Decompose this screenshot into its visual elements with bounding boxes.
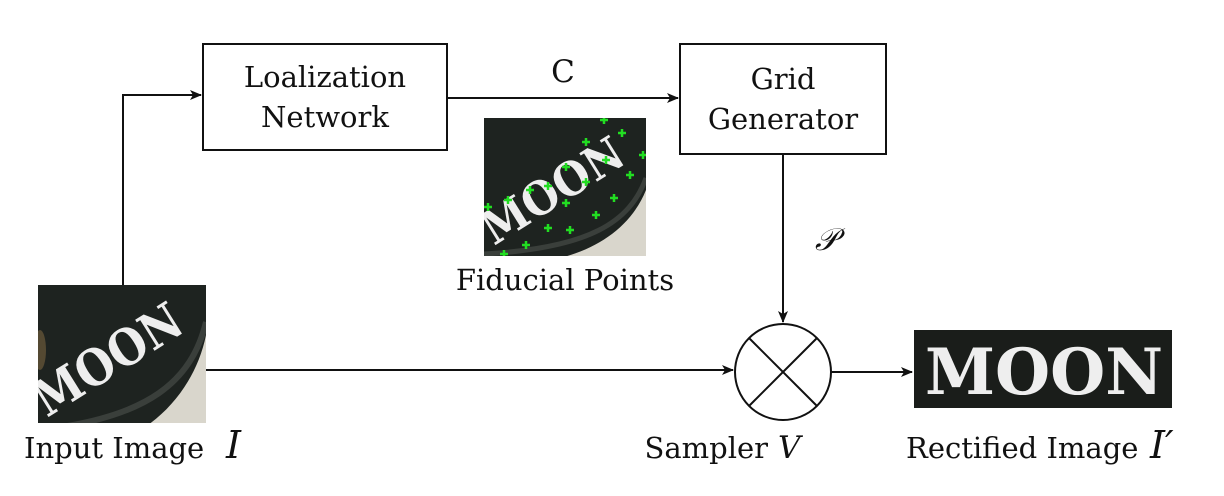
rectified-image-photo: MOON (914, 330, 1172, 410)
fiducial-points-label: Fiducial Points (456, 263, 674, 297)
fiducial-marker (522, 241, 530, 249)
rectified-image-symbol: I′ (1149, 423, 1174, 467)
fiducial-marker (544, 182, 552, 190)
localization-network-label-line1: Loalization (244, 60, 406, 94)
arrow-input-to-localization (122, 90, 202, 285)
fiducial-marker (562, 163, 570, 171)
fiducial-marker (582, 178, 590, 186)
grid-generator-node: Grid Generator (679, 43, 887, 155)
fiducial-marker (600, 118, 608, 124)
localization-network-label-line2: Network (261, 100, 389, 134)
fiducial-markers (484, 118, 646, 256)
localization-network-node: Loalization Network (202, 43, 448, 151)
sampler-symbol: V (778, 430, 804, 466)
grid-generator-label-line1: Grid (751, 62, 816, 96)
edge-label-p: 𝒫 (815, 222, 846, 258)
input-image-label: Input Image (24, 431, 204, 465)
fiducial-marker (582, 138, 590, 146)
fiducial-marker (544, 224, 552, 232)
rectified-image-label: Rectified Image (906, 431, 1138, 465)
fiducial-marker (526, 186, 534, 194)
fiducial-marker (562, 199, 570, 207)
grid-generator-label-line2: Generator (708, 102, 858, 136)
edge-label-c: C (551, 54, 575, 90)
fiducial-points-photo: MOON (484, 118, 646, 256)
fiducial-marker (504, 196, 512, 204)
sampler-label-text: Sampler (644, 431, 768, 465)
fiducial-marker (626, 171, 634, 179)
sampler-node (734, 323, 832, 421)
fiducial-marker (639, 151, 646, 159)
fiducial-marker (566, 226, 574, 234)
fiducial-marker (500, 250, 508, 256)
rectified-image-word: MOON (925, 335, 1163, 410)
input-image-symbol: I (225, 423, 242, 467)
fiducial-marker (592, 211, 600, 219)
input-image-photo: MOON (38, 285, 206, 423)
fiducial-marker (610, 194, 618, 202)
fiducial-marker (618, 129, 626, 137)
fiducial-marker (484, 203, 492, 211)
fiducial-marker (602, 156, 610, 164)
sampler-label: Sampler (644, 431, 768, 465)
multiply-symbol-stroke-2 (748, 337, 818, 407)
